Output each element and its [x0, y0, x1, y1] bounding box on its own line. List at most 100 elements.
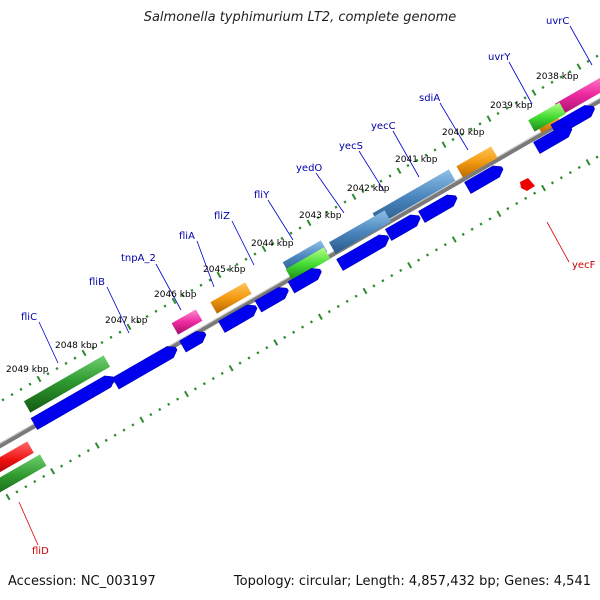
- inner-ruler-tick: [184, 390, 189, 398]
- inner-ruler-tick: [309, 320, 314, 324]
- inner-ruler-tick: [496, 210, 502, 218]
- cds-fliB: [112, 346, 178, 390]
- inner-ruler-tick: [50, 467, 56, 475]
- outer-ruler-tick: [496, 111, 500, 116]
- inner-ruler-tick: [300, 325, 305, 329]
- inner-ruler-tick: [60, 464, 64, 468]
- tnpA_2-gene: [171, 309, 203, 335]
- inner-ruler-tick: [417, 258, 421, 262]
- inner-ruler-tick: [247, 356, 251, 360]
- inner-ruler-tick: [220, 371, 224, 376]
- outer-ruler-tick: [396, 167, 402, 175]
- cds-fliA: [218, 304, 258, 333]
- outer-ruler-tick: [441, 141, 447, 148]
- fliZ-gene: [210, 282, 252, 314]
- leader-fliB: [106, 286, 130, 334]
- gene-features: [0, 77, 600, 493]
- outer-ruler-tick: [208, 278, 212, 282]
- inner-ruler-tick: [202, 382, 206, 386]
- inner-ruler-tick: [5, 493, 11, 501]
- inner-ruler-tick: [94, 442, 100, 449]
- cds-yedO: [336, 234, 390, 271]
- cds-tnpA_2: [179, 331, 207, 353]
- outer-ruler-tick: [334, 205, 338, 209]
- outer-ruler-tick: [19, 387, 23, 391]
- outer-ruler-tick: [199, 283, 203, 287]
- inner-ruler-tick: [265, 346, 269, 350]
- cds-sdiA: [464, 165, 504, 194]
- inner-ruler-tick: [399, 268, 403, 273]
- outer-ruler-tick: [154, 309, 158, 313]
- inner-ruler-tick: [273, 339, 279, 346]
- cds-yecS: [384, 214, 421, 241]
- outer-ruler-tick: [541, 85, 545, 90]
- outer-ruler-tick: [586, 59, 590, 64]
- outer-ruler-tick: [460, 132, 464, 136]
- inner-ruler-tick: [585, 159, 591, 166]
- outer-ruler-tick: [181, 294, 185, 298]
- leader-uvrC: [569, 25, 593, 66]
- inner-ruler-tick: [515, 201, 519, 206]
- outer-ruler-tick: [325, 210, 329, 214]
- inner-ruler-tick: [131, 423, 135, 427]
- outer-ruler-tick: [316, 215, 320, 220]
- cds-fliY: [287, 268, 322, 294]
- topology-summary: Topology: circular; Length: 4,857,432 bp…: [233, 574, 591, 589]
- kbp-label: 2047 kbp: [105, 316, 148, 326]
- outer-ruler-tick: [514, 101, 518, 105]
- fliD-gene: [0, 441, 34, 473]
- kbp-label: 2042 kbp: [347, 184, 390, 194]
- leader-fliD: [18, 501, 39, 546]
- uvrY-gene: [528, 102, 566, 132]
- outer-ruler-tick: [253, 252, 257, 256]
- inner-ruler-tick: [24, 485, 28, 489]
- gene-label-yedO: yedO: [296, 163, 322, 174]
- outer-ruler-tick: [451, 137, 455, 142]
- inner-ruler-tick: [317, 313, 323, 321]
- inner-ruler-tick: [533, 191, 537, 195]
- inner-ruler-tick: [149, 413, 153, 417]
- outer-ruler-tick: [261, 245, 267, 253]
- label-leaders: [18, 25, 593, 546]
- outer-ruler-tick: [486, 115, 492, 122]
- outer-ruler-tick: [10, 392, 14, 397]
- outer-ruler-tick: [136, 320, 140, 324]
- outer-ruler-tick: [568, 70, 572, 74]
- outer-ruler-tick: [235, 262, 239, 267]
- outer-ruler-tick: [36, 375, 42, 383]
- uvrC-gene: [554, 77, 600, 116]
- kbp-label: 2038 kbp: [536, 72, 579, 82]
- leader-fliZ: [231, 220, 255, 266]
- kbp-label: 2040 kbp: [442, 128, 485, 138]
- outer-ruler-tick: [505, 106, 509, 110]
- inner-ruler-tick: [488, 217, 492, 221]
- outer-ruler-tick: [424, 153, 428, 157]
- kbp-label: 2048 kbp: [55, 341, 98, 351]
- gene-label-sdiA: sdiA: [419, 93, 440, 104]
- inner-ruler-tick: [345, 299, 349, 303]
- outer-ruler-tick: [190, 288, 194, 293]
- leader-fliA: [196, 240, 215, 288]
- gene-label-fliA: fliA: [179, 231, 195, 242]
- leader-fliC: [38, 321, 59, 364]
- gene-label-tnpA_2: tnpA_2: [121, 253, 156, 264]
- gene-label-fliY: fliY: [254, 190, 270, 201]
- inner-ruler-tick: [559, 176, 563, 180]
- inner-ruler-tick: [479, 222, 483, 226]
- inner-ruler-tick: [256, 351, 260, 355]
- outer-ruler-tick: [171, 297, 177, 305]
- inner-ruler-tick: [158, 407, 162, 412]
- leader-fliY: [267, 199, 294, 241]
- inner-ruler-tick: [327, 310, 331, 314]
- inner-ruler-tick: [390, 273, 394, 278]
- outer-ruler-tick: [126, 323, 132, 331]
- inner-ruler-tick: [86, 449, 90, 453]
- kbp-label: 2049 kbp: [6, 365, 49, 375]
- cds-uvrY: [533, 125, 573, 154]
- fliC-lower-gene: [0, 454, 47, 493]
- outer-ruler-tick: [415, 158, 419, 162]
- kbp-label: 2046 kbp: [154, 290, 197, 300]
- inner-ruler-tick: [77, 454, 81, 458]
- inner-ruler-tick: [595, 155, 599, 159]
- accession-text: Accession: NC_003197: [8, 574, 156, 589]
